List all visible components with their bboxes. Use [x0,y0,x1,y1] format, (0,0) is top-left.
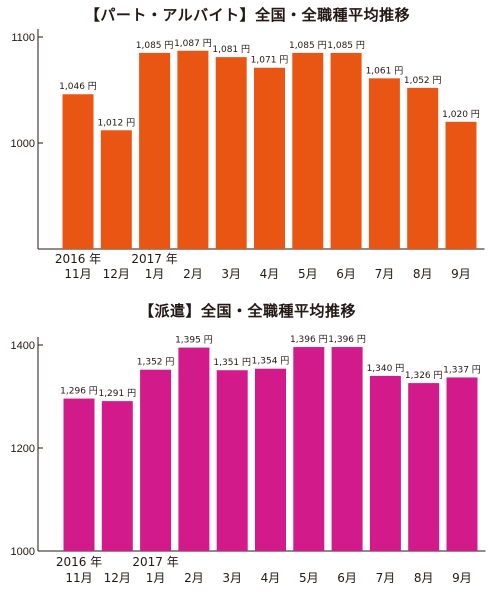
x-tick-label: 8月 [413,267,433,281]
x-tick-label: 4月 [260,267,280,281]
data-label: 1,351 円 [213,357,251,368]
chart-canvas: 1000 1100 1,046 円 11月 1,012 円 12月 1,085 円 1月 1,0… [11,29,485,281]
bar [139,52,171,250]
data-label: 1,352 円 [137,357,175,368]
y-tick-label: 1200 [11,443,35,455]
data-label: 1,396 円 [290,334,328,345]
data-label: 1,012 円 [97,117,135,128]
year-label: 2016 年 [55,252,101,266]
bar [101,401,133,551]
bar [445,121,477,249]
bar [100,130,132,249]
y-tick-label: 1100 [11,32,35,44]
x-tick-label: 2月 [184,571,204,585]
bar [215,57,247,249]
x-tick-label: 7月 [376,571,396,585]
x-tick-label: 5月 [298,267,318,281]
bar [407,87,439,249]
data-label: 1,354 円 [252,356,290,367]
bar [408,383,440,551]
data-label: 1,337 円 [443,364,481,375]
data-label: 1,396 円 [328,334,366,345]
data-label: 1,071 円 [251,55,289,66]
x-tick-label: 9月 [452,571,472,585]
chart-title: 【パート・アルバイト】全国・全職種平均推移 [84,6,411,24]
bar [178,347,210,551]
x-tick-label: 11月 [65,571,92,585]
data-label: 1,052 円 [404,75,442,86]
x-tick-label: 6月 [337,571,357,585]
bar [369,375,401,551]
year-label: 2016 年 [56,555,102,569]
x-tick-label: 12月 [103,267,130,281]
x-tick-label: 12月 [104,571,131,585]
data-label: 1,061 円 [366,65,404,76]
data-label: 1,081 円 [212,44,250,55]
bar [330,52,362,250]
data-label: 1,085 円 [289,40,327,51]
bar [368,78,400,249]
chart-dispatch: 【派遣】全国・全職種平均推移 1000 1200 1400 1,296 円 11月 1,2… [0,296,495,592]
y-tick-label: 1000 [11,138,35,150]
bar [446,377,478,551]
data-label: 1,395 円 [175,335,213,346]
data-label: 1,085 円 [327,40,365,51]
bar [216,370,248,551]
data-label: 1,326 円 [405,370,443,381]
y-tick-label: 1400 [11,340,35,352]
data-label: 1,296 円 [60,386,98,397]
x-tick-label: 4月 [261,571,281,585]
bar [177,50,209,249]
year-label: 2017 年 [132,555,178,569]
x-tick-label: 11月 [64,267,91,281]
x-tick-label: 3月 [222,571,242,585]
data-label: 1,340 円 [367,363,405,374]
x-tick-label: 7月 [375,267,395,281]
bar [255,368,286,551]
chart-title: 【派遣】全国・全職種平均推移 [138,302,356,320]
data-label: 1,020 円 [442,109,480,120]
x-tick-label: 3月 [221,267,241,281]
bar [254,67,285,250]
data-label: 1,087 円 [174,38,212,49]
bar [292,52,324,250]
bar [63,398,95,551]
bar [62,94,94,250]
x-tick-label: 8月 [414,571,434,585]
bar [331,347,363,551]
x-tick-label: 9月 [451,267,471,281]
data-label: 1,046 円 [59,81,97,92]
x-tick-label: 1月 [145,267,165,281]
x-tick-label: 6月 [336,267,356,281]
y-tick-label: 1000 [11,546,35,558]
x-tick-label: 1月 [146,571,166,585]
data-label: 1,085 円 [136,40,174,51]
x-tick-label: 2月 [183,267,203,281]
chart-part-time: 【パート・アルバイト】全国・全職種平均推移 1000 1100 1,046 円 11月… [11,6,485,281]
bar [293,347,325,551]
x-tick-label: 5月 [299,571,319,585]
year-label: 2017 年 [131,252,177,266]
bar [140,369,172,551]
data-label: 1,291 円 [98,388,136,399]
